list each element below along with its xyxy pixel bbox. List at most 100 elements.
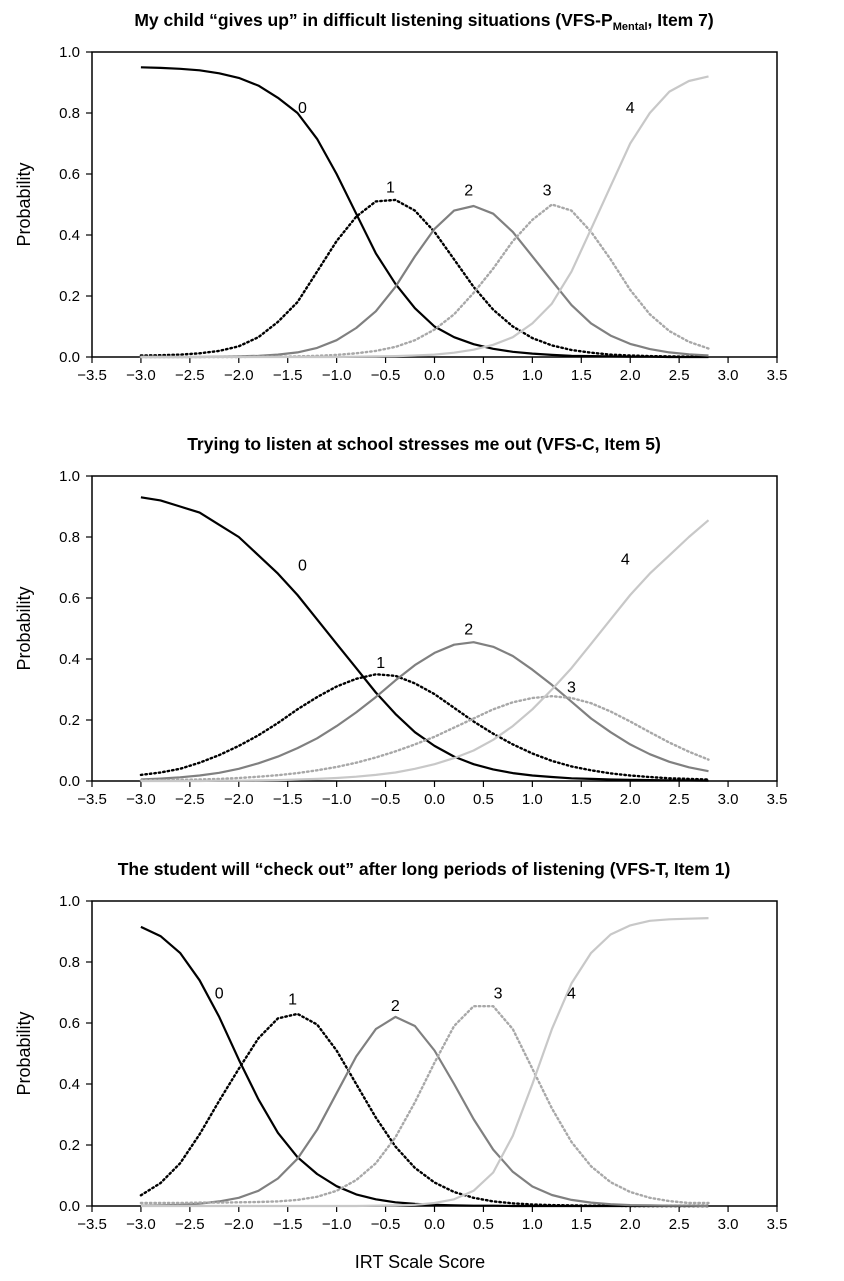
- series-label-2: 2: [464, 182, 473, 199]
- chart-panel-3: The student will “check out” after long …: [14, 859, 787, 1233]
- y-tick-label: 1.0: [59, 893, 80, 910]
- y-tick-label: 0.6: [59, 590, 80, 607]
- x-tick-label: 0.0: [424, 367, 445, 384]
- series-label-1: 1: [288, 992, 297, 1009]
- y-tick-label: 0.6: [59, 1015, 80, 1032]
- x-tick-label: −3.0: [126, 367, 156, 384]
- y-tick-label: 0.6: [59, 166, 80, 183]
- x-tick-label: 1.5: [571, 791, 592, 808]
- series-label-3: 3: [543, 182, 552, 199]
- x-tick-label: −1.0: [322, 367, 352, 384]
- x-tick-label: 2.5: [669, 367, 690, 384]
- x-tick-label: 2.0: [620, 367, 641, 384]
- plot-frame: [91, 900, 778, 1207]
- x-tick-label: 1.0: [522, 1216, 543, 1233]
- plot-frame: [91, 475, 778, 782]
- x-axis-label: IRT Scale Score: [355, 1252, 485, 1272]
- chart-title-tail: , Item 7): [648, 10, 714, 30]
- series-line-4: [140, 519, 710, 783]
- series-line-0: [140, 925, 709, 1208]
- series-line-2: [140, 1015, 709, 1208]
- y-tick-label: 0.2: [59, 1137, 80, 1154]
- x-tick-label: −1.0: [322, 791, 352, 808]
- y-tick-label: 0.0: [59, 773, 80, 790]
- y-tick-label: 0.2: [59, 712, 80, 729]
- x-tick-label: 2.0: [620, 791, 641, 808]
- x-tick-label: 2.0: [620, 1216, 641, 1233]
- x-tick-label: −2.5: [175, 367, 205, 384]
- series-line-1: [139, 1012, 710, 1208]
- x-tick-label: 2.5: [669, 791, 690, 808]
- x-tick-label: −3.5: [77, 1216, 107, 1233]
- chart-title: Trying to listen at school stresses me o…: [187, 434, 661, 454]
- y-tick-label: 0.4: [59, 1076, 80, 1093]
- plot-frame: [91, 51, 778, 358]
- y-axis-label: Probability: [14, 1011, 34, 1095]
- y-tick-label: 0.8: [59, 529, 80, 546]
- series-line-4: [140, 917, 709, 1208]
- y-tick-label: 0.0: [59, 1198, 80, 1215]
- x-tick-label: −3.0: [126, 1216, 156, 1233]
- x-tick-label: 0.0: [424, 1216, 445, 1233]
- series-label-1: 1: [376, 655, 385, 672]
- x-tick-label: −1.5: [273, 791, 303, 808]
- x-tick-label: −3.0: [126, 791, 156, 808]
- x-tick-label: −3.5: [77, 367, 107, 384]
- y-tick-label: 1.0: [59, 468, 80, 485]
- series-line-1: [139, 198, 710, 358]
- y-tick-label: 0.4: [59, 227, 80, 244]
- series-label-0: 0: [298, 558, 307, 575]
- x-tick-label: 3.5: [767, 791, 788, 808]
- chart-title-main: My child “gives up” in difficult listeni…: [134, 10, 613, 30]
- series-label-0: 0: [298, 100, 307, 117]
- y-tick-label: 0.0: [59, 349, 80, 366]
- y-axis-label: Probability: [14, 162, 34, 246]
- series-line-4: [140, 75, 709, 359]
- y-tick-label: 0.8: [59, 105, 80, 122]
- chart-title-main: Trying to listen at school stresses me o…: [187, 434, 661, 454]
- series-line-0: [140, 66, 709, 359]
- y-tick-label: 1.0: [59, 44, 80, 61]
- x-tick-label: 2.5: [669, 1216, 690, 1233]
- x-tick-label: −2.0: [224, 791, 254, 808]
- x-tick-label: 3.5: [767, 1216, 788, 1233]
- series-line-1: [139, 673, 710, 781]
- x-tick-label: −2.5: [175, 1216, 205, 1233]
- x-tick-label: −0.5: [371, 1216, 401, 1233]
- x-tick-label: 0.5: [473, 791, 494, 808]
- series-line-3: [139, 1005, 710, 1205]
- x-tick-label: 0.0: [424, 791, 445, 808]
- x-tick-label: −1.5: [273, 367, 303, 384]
- x-tick-label: 3.5: [767, 367, 788, 384]
- chart-title-main: The student will “check out” after long …: [118, 859, 731, 879]
- x-tick-label: −0.5: [371, 367, 401, 384]
- x-tick-label: −2.0: [224, 1216, 254, 1233]
- series-label-4: 4: [567, 986, 576, 1003]
- x-tick-label: −1.5: [273, 1216, 303, 1233]
- series-line-2: [140, 641, 709, 781]
- x-tick-label: 3.0: [718, 791, 739, 808]
- x-tick-label: −1.0: [322, 1216, 352, 1233]
- series-label-1: 1: [386, 179, 395, 196]
- series-line-3: [139, 695, 710, 782]
- chart-title-subscript: Mental: [613, 21, 648, 33]
- chart-panel-1: My child “gives up” in difficult listeni…: [14, 10, 787, 384]
- y-tick-label: 0.8: [59, 954, 80, 971]
- y-tick-label: 0.4: [59, 651, 80, 668]
- x-tick-label: 3.0: [718, 367, 739, 384]
- series-label-4: 4: [626, 100, 635, 117]
- x-tick-label: −3.5: [77, 791, 107, 808]
- series-line-0: [140, 496, 709, 782]
- series-label-2: 2: [464, 622, 473, 639]
- x-tick-label: 1.5: [571, 367, 592, 384]
- y-axis-label: Probability: [14, 586, 34, 670]
- series-line-3: [139, 203, 710, 359]
- chart-title: My child “gives up” in difficult listeni…: [134, 10, 713, 33]
- series-label-0: 0: [215, 986, 224, 1003]
- series-label-4: 4: [621, 551, 630, 568]
- x-tick-label: 0.5: [473, 1216, 494, 1233]
- chart-title: The student will “check out” after long …: [118, 859, 731, 879]
- x-tick-label: −2.0: [224, 367, 254, 384]
- chart-panel-2: Trying to listen at school stresses me o…: [14, 434, 787, 808]
